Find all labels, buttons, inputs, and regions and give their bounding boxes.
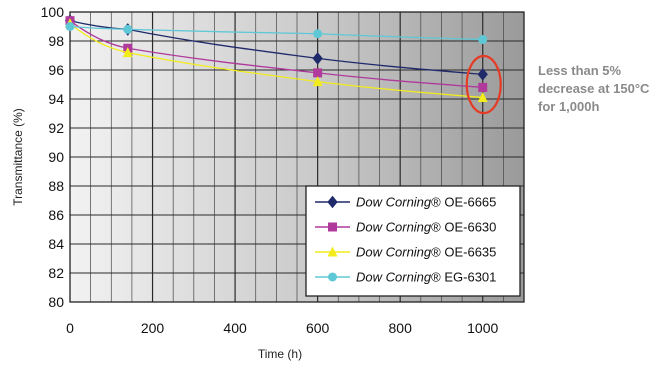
series-line [69,20,483,75]
y-tick-label: 94 [48,91,64,107]
x-tick-label: 800 [389,320,413,336]
data-point [477,68,488,81]
data-point [477,92,488,103]
y-tick-label: 86 [48,207,64,223]
legend-label: Dow Corning® OE-6635 [356,245,496,260]
y-tick-label: 98 [48,33,64,49]
annotation-line-2: decrease at 150°C [538,81,650,96]
y-tick-label: 96 [48,62,64,78]
data-point [478,82,488,92]
y-tick-label: 100 [41,4,65,20]
y-tick-label: 90 [48,149,64,165]
legend-swatch-marker [327,195,338,209]
series-line [69,20,483,89]
legend-swatch-marker [327,246,338,257]
legend-label: Dow Corning® EG-6301 [356,270,496,285]
legend-brand: Dow Corning [356,220,432,235]
data-point [313,68,323,78]
series-line [69,23,483,99]
x-tick-label: 200 [141,320,165,336]
legend-model: ® OE-6630 [431,220,496,235]
series-2 [65,18,488,103]
data-point [122,47,133,58]
x-tick-label: 1000 [467,320,498,336]
x-tick-label: 0 [66,320,74,336]
legend-brand: Dow Corning [356,245,432,260]
legend-swatch-marker [328,222,337,232]
data-point [478,35,488,45]
x-tick-label: 400 [223,320,247,336]
y-tick-label: 88 [48,178,64,194]
data-point [313,29,323,39]
legend-label: Dow Corning® OE-6665 [356,195,496,210]
data-point [123,24,133,34]
legend-label: Dow Corning® OE-6630 [356,220,496,235]
annotation: Less than 5% decrease at 150°C for 1,000… [538,62,668,116]
y-tick-label: 92 [48,120,64,136]
y-tick-label: 80 [48,294,64,310]
annotation-line-3: for 1,000h [538,99,600,114]
series-3 [65,22,488,45]
legend-brand: Dow Corning [356,270,432,285]
y-tick-label: 82 [48,265,64,281]
x-tick-label: 600 [306,320,330,336]
y-tick-label: 84 [48,236,64,252]
data-point [312,76,323,87]
y-axis-label: Transmittance (%) [11,108,25,206]
highlight-ellipse [465,54,502,115]
data-point [65,22,75,31]
annotation-line-1: Less than 5% [538,63,622,78]
legend-model: ® EG-6301 [431,270,496,285]
legend-brand: Dow Corning [356,195,432,210]
series-group [64,14,488,103]
data-point [312,52,323,65]
legend-swatch-marker [328,272,337,282]
legend-model: ® OE-6635 [431,245,496,260]
x-axis-label: Time (h) [258,347,302,361]
legend-model: ® OE-6665 [431,195,496,210]
series-line [69,25,483,41]
plot-frame [69,11,525,303]
